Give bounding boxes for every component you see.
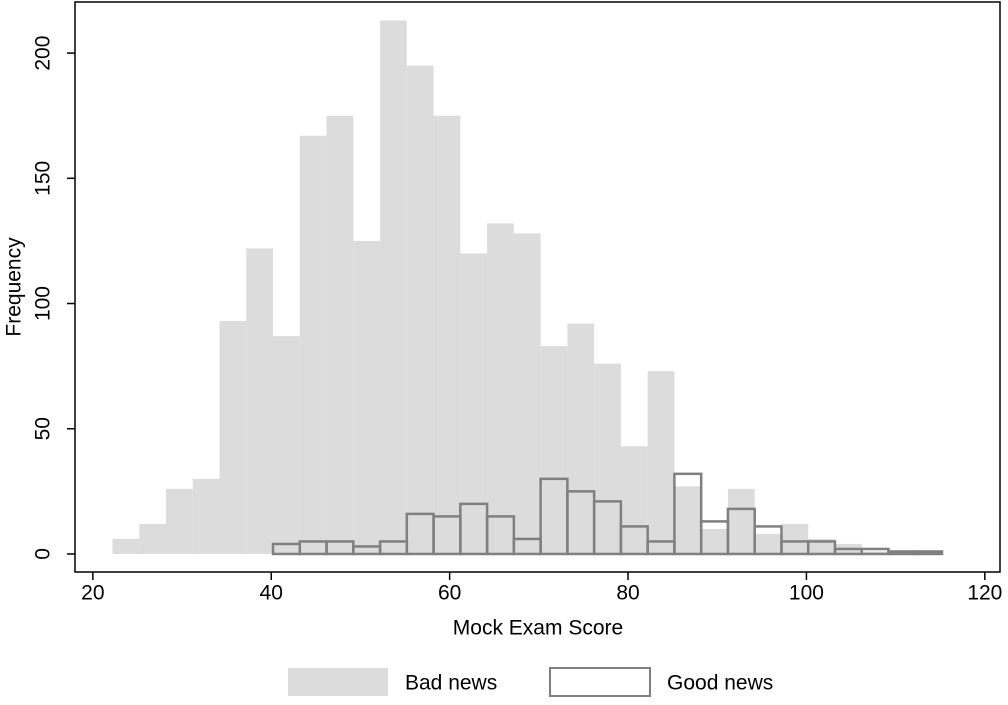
bar bbox=[299, 135, 327, 554]
bar bbox=[674, 486, 702, 554]
bar bbox=[112, 538, 140, 554]
bar bbox=[165, 488, 193, 554]
bar bbox=[246, 248, 274, 554]
bar bbox=[594, 363, 621, 554]
x-tick-label: 20 bbox=[81, 582, 104, 605]
bar bbox=[485, 515, 516, 556]
bar bbox=[888, 551, 916, 554]
bar bbox=[754, 533, 782, 554]
x-tick-label: 120 bbox=[967, 582, 1002, 605]
bar bbox=[273, 336, 300, 554]
bar bbox=[513, 233, 541, 554]
bar bbox=[808, 538, 835, 554]
plot-frame bbox=[74, 1, 1001, 573]
bar bbox=[406, 65, 434, 554]
bar bbox=[460, 253, 488, 554]
x-tick-label: 80 bbox=[616, 582, 639, 605]
legend-label: Good news bbox=[667, 672, 773, 695]
bar bbox=[753, 525, 783, 556]
bar bbox=[619, 525, 649, 556]
bar bbox=[914, 550, 944, 556]
legend-label: Bad news bbox=[405, 672, 497, 695]
bar bbox=[567, 323, 595, 554]
y-tick-label: 50 bbox=[32, 417, 55, 440]
bar bbox=[647, 371, 675, 554]
y-tick-label: 200 bbox=[32, 36, 55, 71]
legend-swatch bbox=[549, 667, 651, 697]
x-tick-label: 40 bbox=[260, 582, 283, 605]
y-axis-label: Frequency bbox=[3, 237, 26, 337]
bar bbox=[861, 551, 889, 554]
legend-swatch bbox=[288, 668, 388, 696]
bar bbox=[673, 472, 703, 556]
bar bbox=[139, 523, 166, 554]
bar bbox=[915, 551, 943, 554]
bar bbox=[219, 321, 247, 554]
bar bbox=[487, 223, 514, 554]
y-tick-label: 100 bbox=[32, 286, 55, 321]
bar bbox=[540, 346, 568, 554]
x-tick-label: 60 bbox=[438, 582, 461, 605]
bar bbox=[806, 540, 837, 556]
bar bbox=[620, 446, 648, 554]
y-tick-label: 150 bbox=[32, 161, 55, 196]
x-axis-label: Mock Exam Score bbox=[453, 617, 623, 640]
bar bbox=[353, 240, 381, 554]
x-tick-label: 100 bbox=[789, 582, 824, 605]
bar bbox=[433, 115, 461, 554]
bar bbox=[192, 478, 220, 554]
bar bbox=[701, 528, 728, 554]
y-tick-label: 0 bbox=[32, 548, 55, 560]
bar bbox=[380, 20, 407, 554]
bar bbox=[326, 115, 354, 554]
bar bbox=[781, 523, 809, 554]
bar bbox=[727, 488, 755, 554]
